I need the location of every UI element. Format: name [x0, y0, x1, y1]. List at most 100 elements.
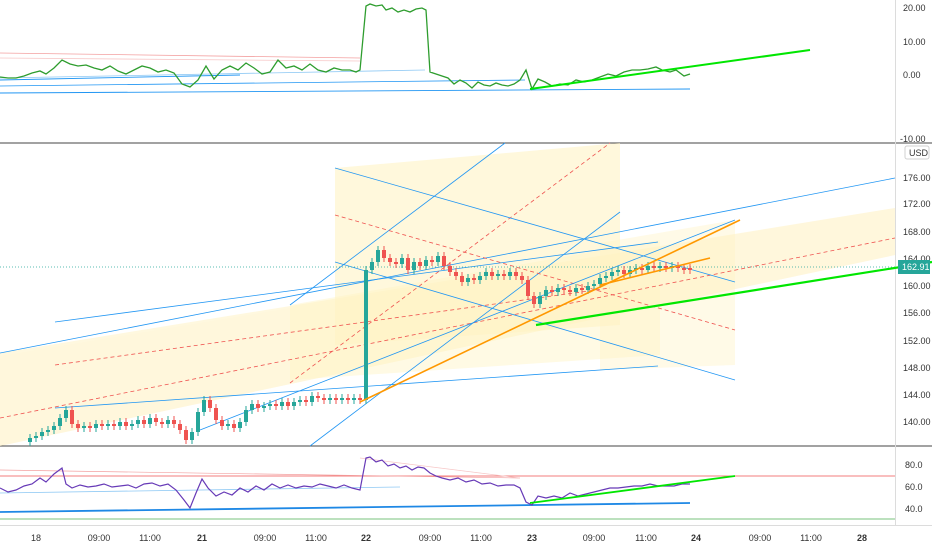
desc-channel-lower	[334, 261, 736, 381]
candle-body	[610, 272, 614, 276]
rsi-tick: 80.0	[905, 460, 923, 470]
candle-body	[142, 420, 146, 424]
fan-ray-3	[309, 211, 621, 447]
candle-body	[148, 418, 152, 424]
candle-body	[286, 402, 290, 406]
candle-body	[412, 262, 416, 270]
candle-body	[340, 398, 344, 400]
candle-body	[604, 276, 608, 278]
candle-body	[640, 268, 644, 270]
time-tick: 09:00	[583, 533, 606, 543]
time-tick: 11:00	[470, 533, 492, 543]
candle-body	[310, 396, 314, 402]
channel-fill-box	[335, 143, 620, 345]
rsi-axis: 80.0 60.0 40.0	[905, 460, 923, 514]
candle-body	[52, 426, 56, 430]
time-tick: 09:00	[749, 533, 772, 543]
osc-trendline-red	[0, 52, 361, 59]
ascending-ray	[199, 219, 736, 431]
candle-body	[430, 260, 434, 262]
green-trendline	[535, 260, 932, 327]
candle-body	[526, 280, 530, 296]
candle-body	[664, 266, 668, 268]
candle-body	[616, 270, 620, 272]
candlestick-series	[28, 246, 692, 446]
candle-body	[334, 398, 338, 400]
candle-body	[688, 268, 692, 270]
currency-label: USD	[909, 148, 929, 158]
osc-trendline-green	[529, 49, 811, 90]
candle-body	[364, 270, 368, 400]
osc-trendline-blue-2	[0, 79, 526, 87]
time-tick: 11:00	[800, 533, 822, 543]
time-tick: 22	[361, 533, 371, 543]
candle-body	[490, 272, 494, 276]
candle-body	[496, 274, 500, 276]
candle-body	[406, 258, 410, 270]
time-tick: 11:00	[305, 533, 327, 543]
candle-body	[382, 250, 386, 258]
time-tick: 09:00	[419, 533, 442, 543]
candle-body	[502, 274, 506, 276]
candle-body	[28, 438, 32, 442]
price-tick: 160.00	[903, 281, 931, 291]
candle-body	[508, 272, 512, 276]
rsi-trendline-blue-faint	[0, 486, 401, 494]
desc-channel-upper	[334, 167, 736, 283]
rsi-panel[interactable]	[0, 456, 895, 520]
candle-body	[562, 288, 566, 290]
price-axis[interactable]: USD 176.00 172.00 168.00 164.00 160.00 1…	[898, 145, 931, 427]
price-tick: 152.00	[903, 336, 931, 346]
candle-body	[64, 410, 68, 418]
candle-body	[220, 420, 224, 426]
candle-body	[298, 400, 302, 402]
candle-body	[112, 424, 116, 426]
last-price-value: 162.91	[902, 262, 930, 272]
candle-body	[250, 404, 254, 410]
price-tick: 148.00	[903, 363, 931, 373]
osc-trendline-red-2	[0, 57, 361, 62]
candle-body	[82, 426, 86, 428]
candle-body	[682, 268, 686, 270]
rsi-line	[0, 456, 690, 510]
time-tick: 23	[527, 533, 537, 543]
candle-body	[358, 398, 362, 400]
rsi-tick: 60.0	[905, 482, 923, 492]
channel-fill-mid	[290, 240, 660, 380]
currency-box[interactable]	[904, 145, 930, 160]
osc-tick: -10.00	[900, 134, 926, 144]
candle-body	[478, 276, 482, 280]
channel-fill-right	[600, 220, 735, 370]
osc-tick: 0.00	[903, 70, 921, 80]
candle-body	[76, 424, 80, 428]
candle-body	[448, 266, 452, 272]
time-tick: 09:00	[254, 533, 277, 543]
last-price-badge	[898, 260, 930, 274]
orange-trendline-1	[359, 219, 741, 403]
candle-body	[418, 262, 422, 266]
oscillator-panel[interactable]	[0, 3, 811, 94]
candle-body	[262, 406, 266, 408]
candle-body	[388, 258, 392, 262]
candle-body	[394, 262, 398, 264]
candle-body	[46, 430, 50, 432]
time-axis[interactable]: 18 09:00 11:00 21 09:00 11:00 22 09:00 11:00 23 09…	[31, 533, 867, 543]
price-panel[interactable]	[0, 142, 932, 447]
candle-body	[304, 400, 308, 402]
candle-body	[106, 424, 110, 426]
candle-body	[520, 276, 524, 280]
pitchfork-upper	[54, 241, 659, 323]
candle-body	[190, 432, 194, 440]
time-tick: 28	[857, 533, 867, 543]
time-tick: 24	[691, 533, 701, 543]
price-tick: 156.00	[903, 308, 931, 318]
rsi-trendline-red-2	[359, 457, 521, 479]
candle-body	[118, 422, 122, 426]
candle-body	[532, 296, 536, 304]
candle-body	[568, 290, 572, 292]
time-tick: 11:00	[139, 533, 161, 543]
candle-body	[130, 424, 134, 426]
candle-body	[256, 404, 260, 408]
candle-body	[652, 266, 656, 268]
